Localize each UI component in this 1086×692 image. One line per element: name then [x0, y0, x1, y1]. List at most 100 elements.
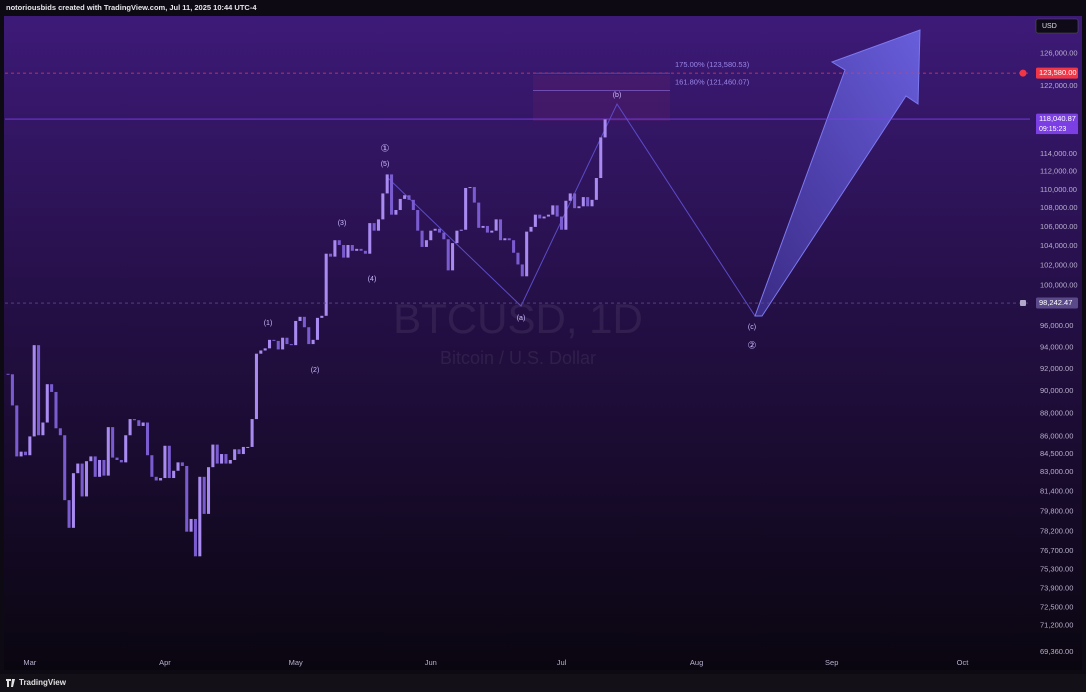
candle [211, 444, 215, 468]
footer-bar [0, 674, 1086, 692]
wave-label: (a) [517, 315, 526, 322]
candle [106, 427, 110, 476]
y-tick-label: 76,700.00 [1040, 546, 1073, 555]
candle [263, 348, 267, 351]
candle [254, 353, 258, 420]
countdown: 09:15:23 [1039, 126, 1066, 133]
header-title: notoriousbids created with TradingView.c… [6, 3, 257, 12]
candle [10, 374, 14, 406]
brand-logo [6, 679, 15, 687]
candle [137, 420, 141, 426]
candle [172, 470, 176, 479]
candle [180, 462, 184, 466]
wave-label: (1) [264, 320, 273, 327]
candle [533, 214, 537, 227]
watermark-subtitle: Bitcoin / U.S. Dollar [440, 348, 596, 368]
candle [206, 467, 211, 514]
candle [302, 316, 306, 328]
candle [350, 245, 354, 251]
candle [599, 137, 603, 179]
candle [45, 384, 49, 423]
candle [385, 174, 389, 194]
price-label-box [1036, 297, 1078, 309]
candle [525, 231, 529, 277]
candle [564, 200, 568, 230]
candle [119, 459, 123, 463]
currency[interactable]: USD [1042, 23, 1057, 30]
candle [503, 238, 507, 241]
candle [542, 216, 546, 219]
candle [342, 245, 346, 258]
candle [246, 446, 250, 448]
candle [581, 197, 585, 207]
y-tick-label: 92,000.00 [1040, 364, 1073, 373]
candle [189, 518, 193, 532]
candle [516, 252, 520, 265]
candle [329, 253, 333, 257]
lock-icon [1020, 300, 1026, 307]
candle [28, 436, 32, 456]
candle [568, 193, 572, 201]
candle [102, 459, 106, 476]
candle [390, 174, 394, 215]
candle [446, 239, 450, 271]
candle [355, 248, 359, 251]
fib-label: 175.00% (123,580.53) [675, 60, 750, 69]
candle [281, 337, 285, 350]
candle [529, 226, 533, 232]
x-tick-label: Aug [690, 658, 703, 667]
candle [468, 187, 472, 189]
candle [228, 459, 232, 464]
y-tick-label: 94,000.00 [1040, 342, 1073, 351]
candle [198, 476, 202, 557]
candle [481, 225, 485, 228]
y-tick-label: 88,000.00 [1040, 408, 1073, 417]
x-tick-label: Mar [23, 658, 36, 667]
candle [115, 457, 119, 460]
countdown-box [1036, 124, 1078, 135]
candle [272, 339, 276, 341]
wave-label: ① [381, 144, 390, 155]
candle [167, 445, 171, 479]
candle [41, 422, 45, 436]
chart-background [4, 16, 1082, 670]
y-tick-label: 75,300.00 [1040, 565, 1073, 574]
candle [451, 243, 455, 271]
y-tick-label: 86,000.00 [1040, 431, 1073, 440]
candle [193, 518, 197, 557]
price-label-box [1036, 113, 1078, 125]
candle [416, 210, 420, 231]
candle [111, 427, 115, 458]
candle [433, 228, 437, 231]
candle [298, 316, 302, 321]
candle [490, 230, 494, 233]
currency-box[interactable] [1035, 18, 1079, 34]
candle [315, 317, 319, 340]
candle [603, 119, 607, 138]
fib-label: 161.80% (121,460.07) [675, 77, 750, 86]
y-tick-label: 83,000.00 [1040, 467, 1073, 476]
candle [472, 187, 476, 203]
projection-arrow [754, 29, 921, 317]
wave-label: (2) [311, 367, 320, 374]
candle [594, 178, 598, 200]
candle [185, 465, 189, 532]
candle [498, 219, 503, 241]
candle [54, 391, 58, 429]
y-tick-label: 84,500.00 [1040, 449, 1073, 458]
wave-label: (c) [748, 324, 756, 331]
candle [403, 195, 407, 199]
candle [429, 230, 433, 241]
candle [19, 451, 23, 457]
candle [93, 456, 97, 477]
candle [573, 193, 577, 209]
candle [586, 197, 590, 207]
candle [420, 230, 424, 247]
candle [98, 459, 102, 477]
candle [485, 225, 489, 233]
candle [176, 462, 180, 471]
y-tick-label: 71,200.00 [1040, 621, 1073, 630]
candle [307, 327, 311, 345]
candle [324, 253, 328, 316]
